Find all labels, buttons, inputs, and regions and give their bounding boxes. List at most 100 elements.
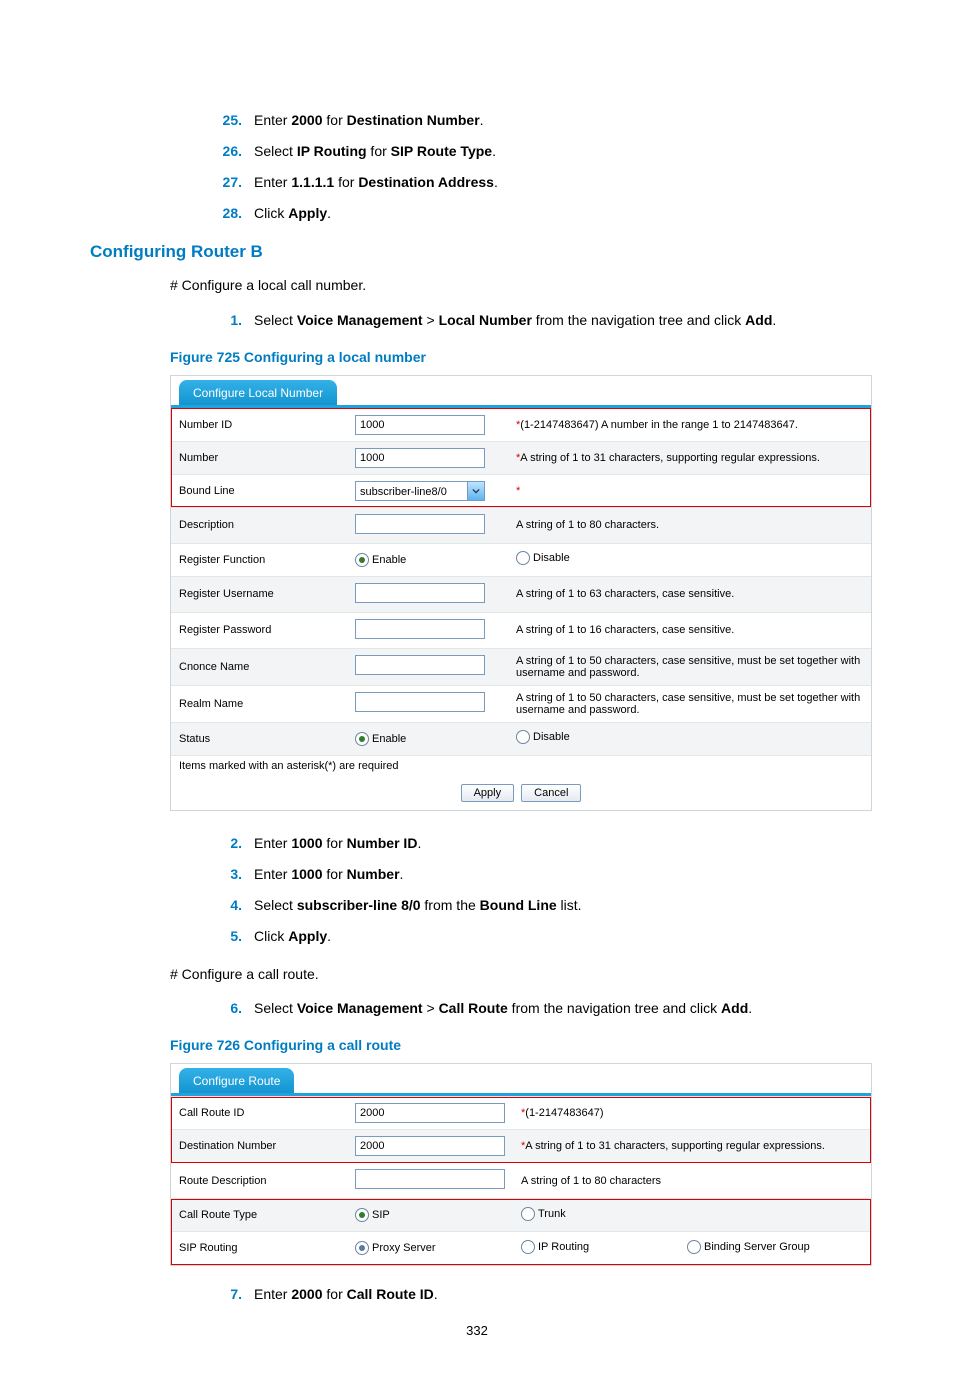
hint-realm: A string of 1 to 50 characters, case sen…	[516, 692, 860, 716]
hint-reg-user: A string of 1 to 63 characters, case sen…	[516, 588, 734, 600]
para-call-route: # Configure a call route.	[170, 965, 864, 985]
fig725-buttons: Apply Cancel	[171, 780, 871, 810]
step-text: Enter 1000 for Number.	[254, 864, 403, 885]
radio-sip-binding[interactable]: Binding Server Group	[687, 1240, 810, 1254]
select-bound-line-value: subscriber-line8/0	[356, 482, 467, 500]
tab-configure-local-number[interactable]: Configure Local Number	[179, 380, 337, 405]
hint-number: *A string of 1 to 31 characters, support…	[516, 452, 820, 464]
apply-button[interactable]: Apply	[461, 784, 515, 802]
step-28: 28. Click Apply.	[200, 203, 864, 224]
step-5: 5. Click Apply.	[200, 926, 864, 947]
step-6: 6. Select Voice Management > Call Route …	[200, 998, 864, 1019]
step-text: Enter 1.1.1.1 for Destination Address.	[254, 172, 498, 193]
label-number: Number	[171, 441, 347, 474]
label-cnonce: Cnonce Name	[171, 648, 347, 685]
hint-route-desc: A string of 1 to 80 characters	[521, 1175, 661, 1187]
radio-status-enable[interactable]: Enable	[355, 732, 406, 746]
label-route-type: Call Route Type	[171, 1199, 347, 1232]
step-text: Click Apply.	[254, 203, 331, 224]
fig726-caption: Figure 726 Configuring a call route	[170, 1037, 864, 1053]
radio-reg-func-disable[interactable]: Disable	[516, 551, 570, 565]
fig725-tabbar: Configure Local Number	[171, 376, 871, 408]
radio-type-trunk[interactable]: Trunk	[521, 1207, 566, 1221]
step-7-wrap: 7. Enter 2000 for Call Route ID.	[90, 1284, 864, 1305]
step-text: Select IP Routing for SIP Route Type.	[254, 141, 496, 162]
label-dest-num: Destination Number	[171, 1130, 347, 1163]
label-description: Description	[171, 507, 347, 543]
input-cnonce[interactable]	[355, 655, 485, 675]
step-num: 27.	[200, 172, 254, 193]
step-num: 4.	[200, 895, 254, 916]
select-bound-line[interactable]: subscriber-line8/0	[355, 481, 485, 501]
label-number-id: Number ID	[171, 408, 347, 441]
step-27: 27. Enter 1.1.1.1 for Destination Addres…	[200, 172, 864, 193]
label-reg-user: Register Username	[171, 576, 347, 612]
label-sip-routing: SIP Routing	[171, 1232, 347, 1265]
step-text: Select subscriber-line 8/0 from the Boun…	[254, 895, 582, 916]
step-num: 2.	[200, 833, 254, 854]
label-route-id: Call Route ID	[171, 1097, 347, 1130]
hint-number-id: *(1-2147483647) A number in the range 1 …	[516, 419, 798, 431]
steps-25-28: 25. Enter 2000 for Destination Number. 2…	[90, 110, 864, 224]
step-1-wrap: 1. Select Voice Management > Local Numbe…	[90, 310, 864, 331]
step-num: 1.	[200, 310, 254, 331]
label-bound-line: Bound Line	[171, 474, 347, 507]
step-num: 26.	[200, 141, 254, 162]
step-26: 26. Select IP Routing for SIP Route Type…	[200, 141, 864, 162]
hint-reg-pass: A string of 1 to 16 characters, case sen…	[516, 624, 734, 636]
steps-2-5: 2. Enter 1000 for Number ID. 3. Enter 10…	[90, 833, 864, 947]
fig725-caption: Figure 725 Configuring a local number	[170, 349, 864, 365]
cancel-button[interactable]: Cancel	[521, 784, 581, 802]
input-number[interactable]: 1000	[355, 448, 485, 468]
step-text: Select Voice Management > Local Number f…	[254, 310, 776, 331]
input-description[interactable]	[355, 514, 485, 534]
fig726-tabbar: Configure Route	[171, 1064, 871, 1096]
step-3: 3. Enter 1000 for Number.	[200, 864, 864, 885]
step-num: 25.	[200, 110, 254, 131]
label-reg-pass: Register Password	[171, 612, 347, 648]
radio-type-sip[interactable]: SIP	[355, 1208, 390, 1222]
fig725-footnote: Items marked with an asterisk(*) are req…	[171, 756, 871, 780]
tab-configure-route[interactable]: Configure Route	[179, 1068, 294, 1093]
step-2: 2. Enter 1000 for Number ID.	[200, 833, 864, 854]
step-4: 4. Select subscriber-line 8/0 from the B…	[200, 895, 864, 916]
step-6-wrap: 6. Select Voice Management > Call Route …	[90, 998, 864, 1019]
step-text: Enter 2000 for Destination Number.	[254, 110, 484, 131]
step-1: 1. Select Voice Management > Local Numbe…	[200, 310, 864, 331]
label-route-desc: Route Description	[171, 1163, 347, 1199]
hint-dest-num: *A string of 1 to 31 characters, support…	[521, 1140, 825, 1152]
fig725: Configure Local Number Number ID 1000 *(…	[170, 375, 872, 811]
input-number-id[interactable]: 1000	[355, 415, 485, 435]
hint-cnonce: A string of 1 to 50 characters, case sen…	[516, 655, 860, 679]
step-num: 6.	[200, 998, 254, 1019]
radio-status-disable[interactable]: Disable	[516, 730, 570, 744]
fig726: Configure Route Call Route ID 2000 *(1-2…	[170, 1063, 872, 1266]
hint-bound-line: *	[516, 485, 520, 497]
step-25: 25. Enter 2000 for Destination Number.	[200, 110, 864, 131]
input-reg-pass[interactable]	[355, 619, 485, 639]
hint-route-id: *(1-2147483647)	[521, 1107, 604, 1119]
label-realm: Realm Name	[171, 685, 347, 722]
input-route-id[interactable]: 2000	[355, 1103, 505, 1123]
para-local-number: # Configure a local call number.	[170, 276, 864, 296]
step-text: Select Voice Management > Call Route fro…	[254, 998, 752, 1019]
input-realm[interactable]	[355, 692, 485, 712]
page-number: 332	[90, 1323, 864, 1338]
step-num: 28.	[200, 203, 254, 224]
radio-sip-proxy[interactable]: Proxy Server	[355, 1241, 436, 1255]
input-route-desc[interactable]	[355, 1169, 505, 1189]
step-text: Enter 1000 for Number ID.	[254, 833, 421, 854]
step-text: Enter 2000 for Call Route ID.	[254, 1284, 438, 1305]
heading-router-b: Configuring Router B	[90, 242, 864, 262]
input-reg-user[interactable]	[355, 583, 485, 603]
step-7: 7. Enter 2000 for Call Route ID.	[200, 1284, 864, 1305]
step-text: Click Apply.	[254, 926, 331, 947]
chevron-down-icon	[467, 482, 484, 500]
radio-reg-func-enable[interactable]: Enable	[355, 553, 406, 567]
step-num: 7.	[200, 1284, 254, 1305]
label-reg-func: Register Function	[171, 543, 347, 576]
radio-sip-ip[interactable]: IP Routing	[521, 1240, 589, 1254]
hint-description: A string of 1 to 80 characters.	[516, 519, 659, 531]
input-dest-num[interactable]: 2000	[355, 1136, 505, 1156]
step-num: 5.	[200, 926, 254, 947]
